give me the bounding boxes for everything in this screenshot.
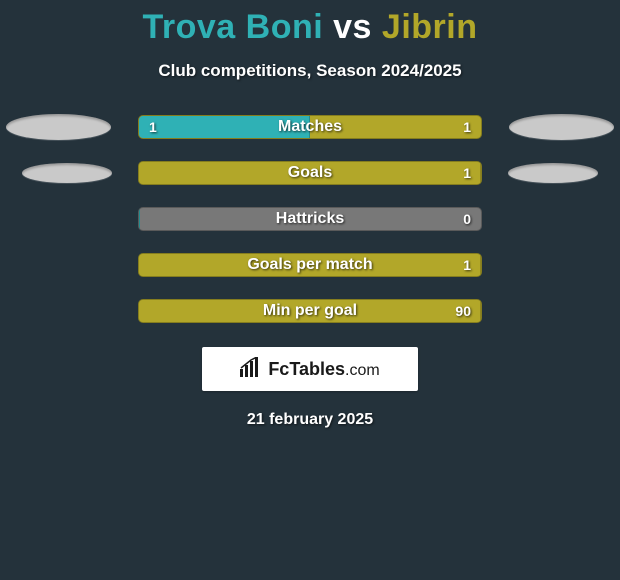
bar-track: Matches11 bbox=[138, 115, 482, 139]
bar-fill bbox=[139, 208, 140, 230]
logo-fc: Fc bbox=[268, 359, 289, 380]
logo-box[interactable]: FcTables.com bbox=[202, 347, 418, 391]
comparison-infographic: Trova Boni vs Jibrin Club competitions, … bbox=[0, 0, 620, 580]
bar-fill bbox=[139, 254, 481, 276]
bar-value-right: 0 bbox=[463, 211, 471, 227]
title-player2: Jibrin bbox=[382, 8, 478, 46]
date-text: 21 february 2025 bbox=[0, 411, 620, 429]
stat-row-hattricks: Hattricks 0 bbox=[0, 207, 620, 231]
bar-fill bbox=[139, 300, 481, 322]
title-vs: vs bbox=[333, 8, 372, 46]
ellipse-right bbox=[509, 114, 614, 140]
bar-track: Goals per match1 bbox=[138, 253, 482, 277]
bar-label: Hattricks bbox=[276, 210, 344, 228]
logo-rest: Tables bbox=[289, 359, 345, 380]
ellipse-left bbox=[6, 114, 111, 140]
title-player1: Trova Boni bbox=[142, 8, 323, 46]
barchart-icon bbox=[240, 357, 262, 382]
ellipse-right bbox=[508, 163, 598, 183]
stat-row-min-per-goal: Min per goal90 bbox=[0, 299, 620, 323]
bar-track: Min per goal90 bbox=[138, 299, 482, 323]
bar-fill bbox=[139, 162, 481, 184]
ellipse-left bbox=[22, 163, 112, 183]
stat-rows: Matches11 Goals1 Hattricks 0 Goals per match… bbox=[0, 115, 620, 323]
logo-text: FcTables.com bbox=[268, 359, 379, 380]
page-title: Trova Boni vs Jibrin bbox=[0, 0, 620, 47]
bar-value-right: 1 bbox=[463, 119, 471, 135]
subtitle: Club competitions, Season 2024/2025 bbox=[0, 61, 620, 81]
logo-dotcom: .com bbox=[345, 362, 380, 380]
stat-row-matches: Matches11 bbox=[0, 115, 620, 139]
bar-fill bbox=[139, 116, 310, 138]
stat-row-goals: Goals1 bbox=[0, 161, 620, 185]
bar-track: Goals1 bbox=[138, 161, 482, 185]
bar-track: Hattricks 0 bbox=[138, 207, 482, 231]
stat-row-goals-per-match: Goals per match1 bbox=[0, 253, 620, 277]
